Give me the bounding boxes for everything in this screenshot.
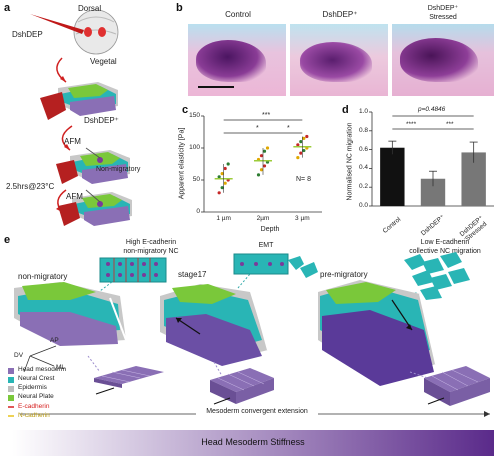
panel-label-e: e	[4, 234, 11, 246]
chart-d-ylabel: Normalised NC migration	[346, 122, 354, 201]
chart-d-ytick-label: 1.0	[358, 108, 368, 115]
micrograph-stressed	[392, 24, 494, 96]
chart-c-point	[305, 134, 309, 139]
legend-neural-plate: Neural Plate	[18, 393, 54, 400]
legend-n-cadherin: N-cadherin	[18, 412, 50, 419]
chart-d-pvalue: p=0.4846	[418, 106, 446, 113]
chart-c-point	[296, 156, 300, 160]
afm-label-2: AFM	[66, 192, 83, 201]
chart-c-ylabel: Apparent elasticity [Pa]	[178, 127, 186, 200]
chart-c-point	[256, 157, 261, 162]
chart-c-point	[302, 136, 306, 140]
chart-c-point	[305, 146, 309, 150]
scale-bar	[198, 86, 234, 88]
chart-c-point	[226, 162, 230, 166]
chart-c-point	[220, 186, 224, 190]
micrograph-title-control: Control	[225, 10, 251, 19]
chart-c-point	[302, 148, 306, 153]
panel-label-a: a	[4, 2, 11, 14]
micrograph-control	[188, 24, 286, 96]
legend-neural-crest: Neural Crest	[18, 375, 55, 382]
mesoderm-convergent-extension-label: Mesoderm convergent extension	[206, 408, 308, 415]
non-migratory-label: Non-migratory	[96, 166, 141, 173]
legend-e-cadherin: E-cadherin	[18, 403, 50, 410]
chart-c-point	[256, 173, 261, 177]
chart-c-point	[226, 178, 230, 182]
chart-c-point	[265, 160, 270, 164]
dshdep-plus-label: DshDEP⁺	[84, 116, 119, 125]
chart-c-point	[217, 175, 221, 179]
chart-c-point	[299, 151, 303, 155]
axis-ap-label: AP	[50, 337, 59, 344]
chart-d-ytick-label: 0.4	[358, 164, 368, 172]
panel-label-c: c	[182, 104, 189, 116]
chart-c-n-label: N= 8	[296, 176, 311, 183]
chart-d-sig2: ***	[446, 121, 454, 128]
chart-d-ytick-label: 0.6	[358, 145, 368, 153]
chart-c-ytick-label: 100	[189, 144, 200, 151]
legend-head-mesoderm: Head mesoderm	[18, 366, 67, 373]
dshdep-label: DshDEP	[12, 30, 43, 39]
chart-c-sig-top: ***	[262, 112, 271, 119]
micrograph-title-dshdep: DshDEP⁺	[322, 10, 358, 19]
chart-c-sig-a: *	[256, 125, 259, 132]
chart-c-xtick-label: 1 µm	[216, 215, 231, 222]
micrograph-title-stressed: DshDEP⁺ Stressed	[427, 5, 459, 21]
dorsal-label: Dorsal	[78, 4, 102, 13]
afm-label-1: AFM	[64, 137, 81, 146]
chart-d-bar	[461, 152, 486, 206]
axis-dv-label: DV	[14, 352, 24, 359]
micrograph-row: Control DshDEP⁺ DshDEP⁺ Stressed	[188, 4, 494, 96]
chart-c-point	[259, 154, 264, 158]
head-mesoderm-stiffness-label: Head Mesoderm Stiffness	[201, 437, 305, 447]
panel-label-b: b	[176, 2, 183, 14]
chart-c-point	[265, 146, 270, 150]
chart-c-point	[259, 168, 264, 172]
axis-ml-label: ML	[56, 364, 66, 371]
chart-c-ytick-label: 50	[192, 176, 200, 183]
callout-title-high-ecad: High E-cadherin non-migratory NC	[123, 239, 179, 255]
chart-c-sig-b: *	[287, 125, 290, 132]
chart-c-point	[220, 172, 224, 176]
chart-c-xtick-label: 3 µm	[295, 215, 310, 222]
stage-label-non-migratory: non-migratory	[18, 272, 68, 281]
chart-c-point	[223, 181, 227, 185]
chart-d-bar	[420, 178, 446, 206]
chart-d-ytick-label: 0.0	[358, 202, 368, 209]
chart-c-ytick-label: 0	[196, 208, 200, 215]
chart-c-point	[299, 140, 303, 144]
micrograph-dshdep	[290, 24, 388, 96]
panel-label-d: d	[342, 104, 349, 116]
chart-d-ytick-label: 0.2	[358, 183, 368, 191]
chart-c-point	[223, 166, 227, 171]
chart-d-bar	[380, 147, 405, 206]
chart-d-sig1: ****	[406, 121, 417, 128]
chart-c-xtick-label: 2µm	[256, 215, 270, 222]
chart-d-ytick-label: 0.8	[358, 126, 368, 134]
chart-c-ytick-label: 150	[189, 112, 200, 119]
chart-c-point	[262, 149, 267, 153]
chart-c-point	[217, 191, 221, 195]
chart-c-xlabel: Depth	[260, 226, 280, 233]
chart-c-point	[296, 143, 300, 147]
stage-label-pre-migratory: pre-migratory	[320, 270, 368, 279]
callout-title-low-ecad: Low E-cadherin collective NC migration	[409, 239, 481, 255]
chart-c-point	[262, 164, 267, 168]
time-label: 2.5hrs@23°C	[6, 182, 55, 191]
legend-epidermis: Epidermis	[18, 384, 47, 391]
stage-label-stage17: stage17	[178, 270, 207, 279]
callout-title-emt: EMT	[258, 242, 274, 249]
vegetal-label: Vegetal	[90, 57, 117, 66]
